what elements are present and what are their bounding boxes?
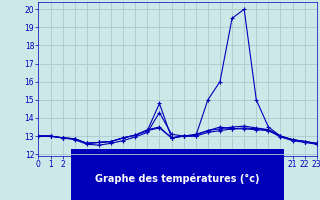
X-axis label: Graphe des températures (°c): Graphe des températures (°c)	[95, 173, 260, 184]
